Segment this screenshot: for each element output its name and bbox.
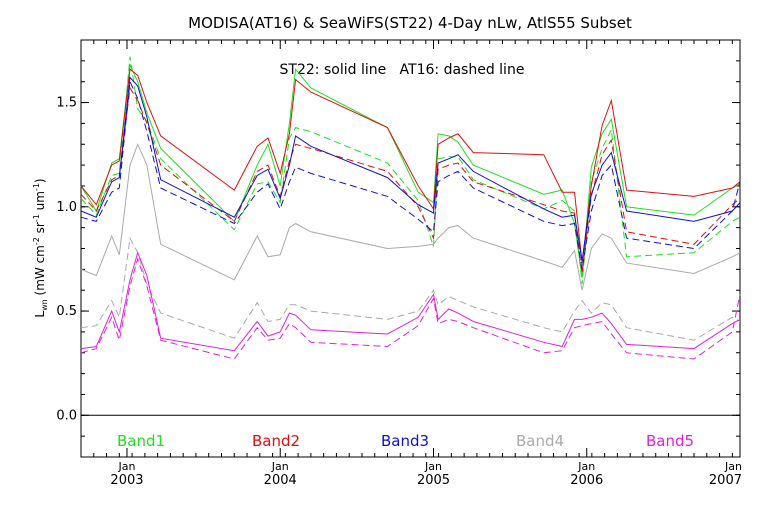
y-axis-label-exp3: -1 — [32, 183, 41, 191]
legend-band3: Band3 — [381, 432, 429, 450]
series-band1-at16 — [80, 56, 741, 284]
y-axis-label-exp1: -2 — [32, 237, 41, 245]
y-tick-label: 0.0 — [56, 408, 77, 423]
legend: Band1 Band2 Band3 Band4 Band5 — [117, 432, 694, 450]
chart-title: MODISA(AT16) & SeaWiFS(ST22) 4-Day nLw, … — [188, 14, 632, 32]
y-axis-label-mid2: um — [33, 191, 47, 214]
y-axis-label: Lwn (mW cm-2 sr-1 um-1) — [32, 178, 49, 317]
x-tick-month-label: Jan — [577, 460, 595, 473]
legend-band5: Band5 — [646, 432, 694, 450]
series-band5-st22 — [80, 251, 741, 352]
axes: 0.00.51.01.5Jan2003Jan2004Jan2005Jan2006… — [56, 39, 742, 488]
y-axis-label-sub: wn — [40, 299, 49, 311]
x-tick-year-label: 2004 — [264, 473, 297, 488]
legend-band4: Band4 — [516, 432, 564, 450]
x-tick-year-label: 2003 — [110, 473, 143, 488]
y-axis-label-close: ) — [33, 178, 47, 183]
y-tick-label: 1.0 — [56, 200, 77, 215]
series-band5-at16 — [80, 257, 741, 360]
line-style-annotation: ST22: solid line AT16: dashed line — [280, 62, 525, 78]
series-band3-st22 — [80, 76, 741, 262]
y-axis-label-mid1: sr — [33, 222, 47, 237]
series-band3-at16 — [80, 79, 741, 270]
y-axis-label-main: L — [33, 311, 47, 318]
y-axis-label-exp2: -1 — [32, 214, 41, 222]
x-tick-year-label: 2007 — [709, 473, 742, 488]
x-tick-year-label: 2005 — [417, 473, 450, 488]
x-tick-month-label: Jan — [724, 460, 742, 473]
y-axis-label-units: (mW cm — [33, 245, 47, 299]
x-tick-month-label: Jan — [424, 460, 442, 473]
x-tick-month-label: Jan — [117, 460, 135, 473]
y-tick-label: 0.5 — [56, 304, 77, 319]
y-tick-label: 1.5 — [56, 96, 77, 111]
x-tick-year-label: 2006 — [570, 473, 603, 488]
plot-frame — [80, 39, 741, 458]
series-band4-st22 — [80, 142, 741, 291]
x-tick-month-label: Jan — [271, 460, 289, 473]
series-band2-at16 — [80, 86, 741, 274]
legend-band1: Band1 — [117, 432, 165, 450]
series-band4-at16 — [80, 236, 741, 341]
series-lines — [80, 56, 741, 360]
legend-band2: Band2 — [252, 432, 300, 450]
series-band2-st22 — [80, 68, 741, 264]
